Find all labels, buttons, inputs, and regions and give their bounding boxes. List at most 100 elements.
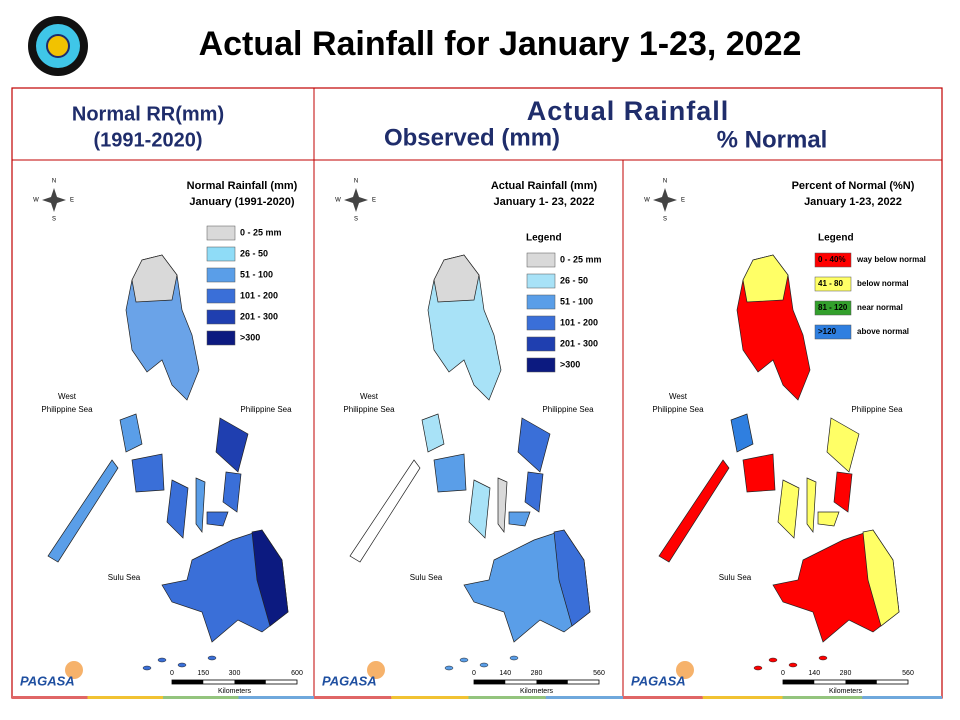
- islet: [142, 665, 152, 671]
- scale-bar: [172, 680, 204, 684]
- legend-label: 51 - 100: [560, 296, 593, 306]
- island: [119, 413, 143, 453]
- legend-swatch: [526, 357, 556, 373]
- island: [862, 529, 900, 627]
- logo: [28, 16, 88, 76]
- islet: [753, 665, 763, 671]
- stripe: [12, 696, 88, 699]
- island: [166, 479, 189, 539]
- sea-label: Philippine Sea: [343, 405, 395, 414]
- column-header: Normal RR(mm): [72, 103, 224, 125]
- island: [817, 511, 840, 527]
- scale-bar: [783, 680, 815, 684]
- islet: [479, 662, 489, 668]
- legend-swatch: [526, 273, 556, 289]
- sea-label: Philippine Sea: [542, 405, 594, 414]
- sea-label: Sulu Sea: [410, 573, 443, 582]
- island: [508, 511, 531, 527]
- scale-label: 0: [781, 670, 785, 677]
- island: [206, 511, 229, 527]
- islet: [768, 657, 778, 663]
- logo-text: PAGASA: [631, 673, 686, 688]
- scale-label: 560: [593, 670, 605, 677]
- scale-bar: [536, 680, 568, 684]
- stripe: [314, 696, 392, 699]
- map-title: Percent of Normal (%N): [792, 180, 915, 192]
- scale-label: 300: [229, 670, 241, 677]
- legend-title: Legend: [526, 233, 562, 244]
- island: [433, 453, 467, 493]
- legend-swatch: [526, 336, 556, 352]
- stripe: [87, 696, 163, 699]
- stripe: [623, 696, 703, 699]
- legend-label: 26 - 50: [240, 248, 268, 258]
- compass: N E S W: [33, 179, 74, 223]
- legend-swatch: [206, 225, 236, 241]
- compass-letter: W: [644, 198, 650, 204]
- sea-label: Philippine Sea: [240, 405, 292, 414]
- scale-unit: Kilometers: [829, 688, 863, 695]
- legend-label: 51 - 100: [240, 269, 273, 279]
- compass-letter: E: [70, 198, 74, 204]
- stripe: [238, 696, 314, 699]
- sea-label: Sulu Sea: [108, 573, 141, 582]
- maps: N E S W Normal Rainfall (mm) January (1991-20…: [12, 179, 942, 699]
- sea-label: West: [669, 392, 688, 401]
- compass: N E S W: [644, 179, 685, 223]
- islet: [444, 665, 454, 671]
- compass-letter: S: [663, 217, 667, 223]
- island: [826, 417, 860, 473]
- compass-letter: E: [681, 198, 685, 204]
- stripe: [782, 696, 863, 699]
- scale-label: 0: [170, 670, 174, 677]
- sea-label: Sulu Sea: [719, 573, 752, 582]
- islet: [157, 657, 167, 663]
- map-title: January (1991-2020): [189, 196, 295, 208]
- legend-swatch: [206, 267, 236, 283]
- map-title: Normal Rainfall (mm): [187, 180, 298, 192]
- scale-label: 280: [531, 670, 543, 677]
- stripe: [391, 696, 469, 699]
- island: [553, 529, 591, 627]
- compass-letter: N: [52, 179, 56, 185]
- stripe: [702, 696, 783, 699]
- island: [806, 477, 817, 533]
- islet: [788, 662, 798, 668]
- stripe: [468, 696, 546, 699]
- stripe: [545, 696, 623, 699]
- scale-unit: Kilometers: [520, 688, 554, 695]
- legend-swatch: [206, 330, 236, 346]
- map-title: Actual Rainfall (mm): [491, 180, 598, 192]
- island: [222, 471, 242, 513]
- island: [421, 413, 445, 453]
- scale-unit: Kilometers: [218, 688, 252, 695]
- compass-letter: W: [33, 198, 39, 204]
- compass-letter: S: [52, 217, 56, 223]
- legend-label: 101 - 200: [560, 317, 598, 327]
- column-header: % Normal: [717, 126, 828, 153]
- island: [251, 529, 289, 627]
- legend-note: way below normal: [856, 255, 926, 264]
- scale-bar: [845, 680, 877, 684]
- logo-text: PAGASA: [20, 673, 75, 688]
- sea-label: Philippine Sea: [652, 405, 704, 414]
- compass-rose: [42, 188, 66, 212]
- island: [517, 417, 551, 473]
- sea-label: West: [58, 392, 77, 401]
- islet: [818, 655, 828, 661]
- island: [131, 254, 178, 303]
- compass-letter: E: [372, 198, 376, 204]
- island: [497, 477, 508, 533]
- column-header: (1991-2020): [94, 129, 203, 151]
- legend-label: 41 - 80: [818, 279, 843, 288]
- legend-label: 201 - 300: [560, 338, 598, 348]
- logo-text: PAGASA: [322, 673, 377, 688]
- legend-label: 0 - 25 mm: [240, 227, 282, 237]
- island: [742, 453, 776, 493]
- legend-label: >120: [818, 327, 837, 336]
- legend-note: above normal: [857, 327, 909, 336]
- scale-bar: [474, 680, 506, 684]
- compass-letter: N: [663, 179, 667, 185]
- legend-swatch: [814, 276, 852, 292]
